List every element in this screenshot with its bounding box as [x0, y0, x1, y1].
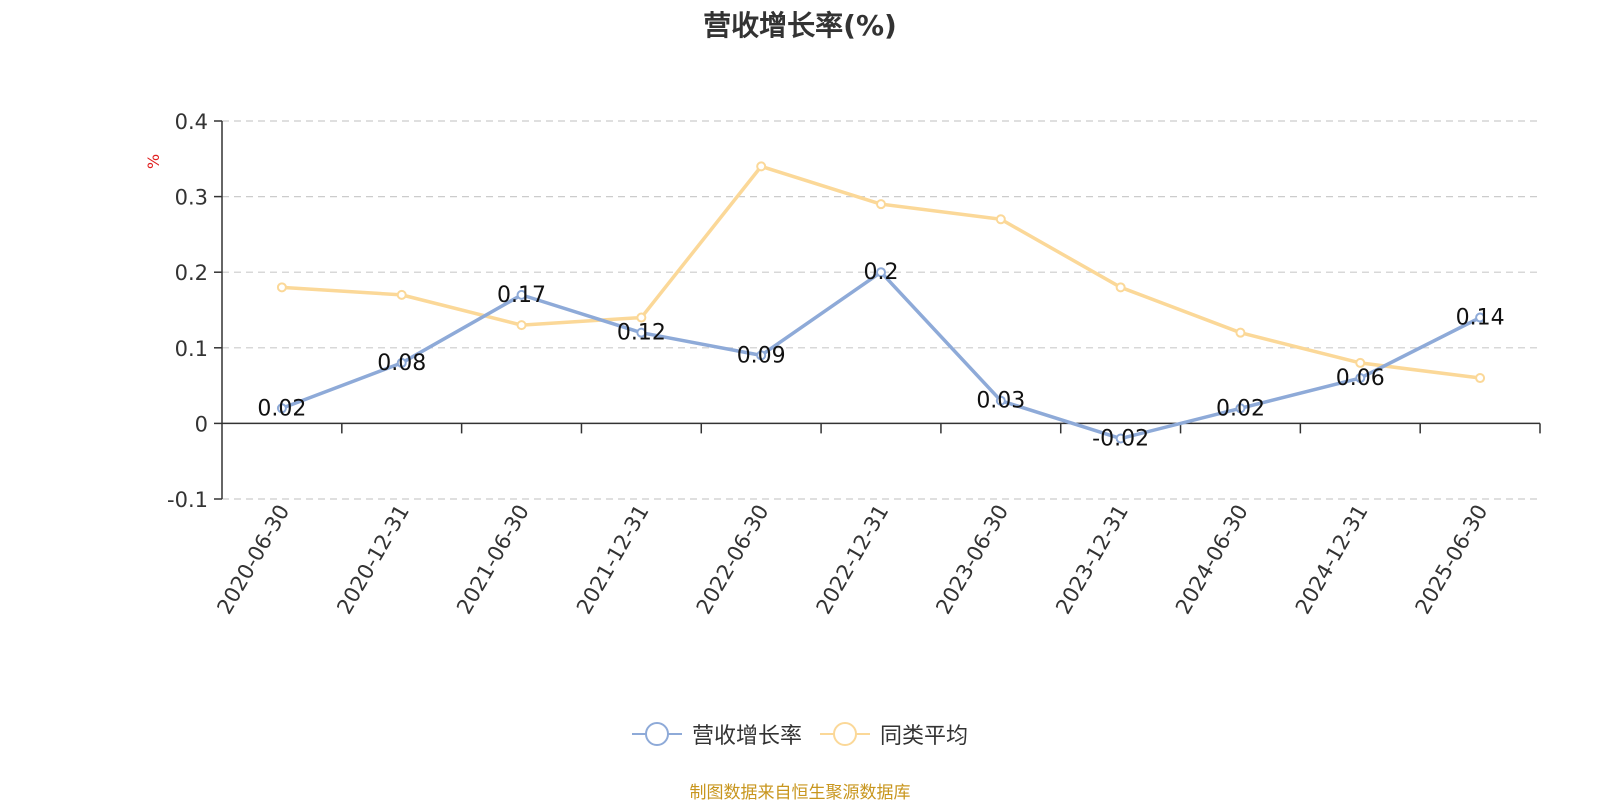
data-label: 0.06: [1336, 366, 1385, 391]
data-label: 0.02: [257, 396, 306, 421]
data-point-series-1: [1235, 403, 1246, 414]
y-tick-label: 0.3: [175, 186, 208, 210]
data-point-series-2: [1115, 282, 1126, 293]
data-label: 0.02: [1216, 396, 1265, 421]
legend-marker-series-2-icon: [820, 722, 870, 746]
x-tick-label: 2021-06-30: [452, 501, 534, 619]
data-point-series-1: [756, 350, 767, 361]
y-tick-label: 0.2: [175, 261, 208, 285]
y-tick-label: 0: [195, 412, 208, 436]
legend-label-series-1: 营收增长率: [691, 724, 802, 749]
data-label: 0.12: [617, 321, 666, 346]
x-tick-label: 2024-06-30: [1171, 501, 1253, 619]
y-tick-label: -0.1: [167, 488, 208, 512]
data-point-series-1: [1355, 373, 1366, 384]
data-point-series-2: [396, 289, 407, 300]
data-point-series-2: [1235, 327, 1246, 338]
x-tick-label: 2020-06-30: [212, 501, 294, 619]
x-tick-label: 2021-12-31: [572, 501, 654, 619]
data-point-series-2: [636, 312, 647, 323]
legend-item-series-2[interactable]: 同类平均: [820, 718, 968, 750]
data-source-note: 制图数据来自恒生聚源数据库: [689, 783, 911, 803]
y-tick-label: 0.1: [175, 337, 208, 361]
x-tick-label: 2022-06-30: [692, 501, 774, 619]
data-point-series-2: [995, 214, 1006, 225]
data-point-series-1: [396, 357, 407, 368]
legend: 营收增长率 同类平均: [0, 718, 1600, 750]
data-point-series-1: [516, 289, 527, 300]
data-point-series-1: [276, 403, 287, 414]
data-point-series-2: [876, 199, 886, 210]
data-point-series-1: [1115, 433, 1126, 444]
data-label: 0.08: [377, 351, 426, 376]
data-label: 0.03: [976, 389, 1025, 414]
data-label: 0.09: [737, 343, 786, 368]
legend-item-series-1[interactable]: 营收增长率: [631, 718, 802, 750]
data-label: 0.17: [497, 283, 546, 308]
data-point-series-2: [756, 161, 767, 172]
data-point-series-1: [636, 327, 647, 338]
data-label: 0.2: [864, 260, 899, 285]
data-label: -0.02: [1092, 427, 1149, 452]
data-point-series-2: [1475, 373, 1486, 384]
x-tick-label: 2023-06-30: [931, 500, 1013, 618]
data-point-series-2: [516, 320, 527, 331]
x-tick-label: 2023-12-31: [1051, 501, 1133, 619]
data-label: 0.14: [1456, 306, 1505, 331]
data-point-series-2: [276, 282, 287, 293]
data-point-series-1: [995, 395, 1006, 406]
data-point-series-2: [1355, 357, 1366, 368]
x-tick-label: 2025-06-30: [1411, 501, 1493, 619]
y-tick-label: 0.4: [175, 110, 208, 134]
series-line-1: [281, 270, 1481, 441]
legend-marker-series-1-icon: [631, 722, 682, 746]
x-tick-label: 2020-12-31: [332, 501, 414, 619]
chart-title: 营收增长率(%): [703, 9, 897, 42]
x-tick-label: 2022-12-31: [812, 501, 894, 619]
legend-label-series-2: 同类平均: [880, 724, 969, 749]
data-point-series-1: [1475, 312, 1486, 323]
data-point-series-1: [876, 267, 886, 278]
x-tick-label: 2024-12-31: [1291, 501, 1373, 619]
